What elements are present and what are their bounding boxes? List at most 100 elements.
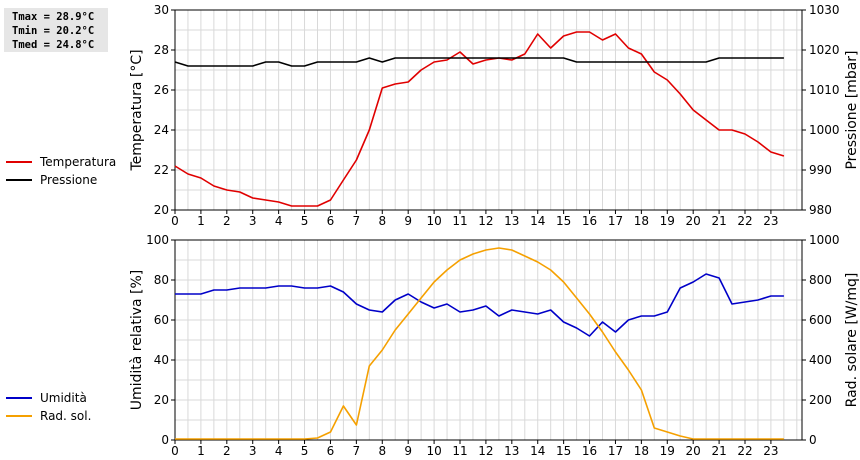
chart1-series-temperatura bbox=[174, 31, 785, 207]
chart1-ytick-right-label: 1030 bbox=[809, 3, 840, 17]
chart1-series-pressione bbox=[174, 57, 784, 67]
legend-item-pressione: Pressione bbox=[6, 171, 116, 189]
chart2-ytick-right-label: 1000 bbox=[809, 233, 840, 247]
chart1-xtick-label: 15 bbox=[556, 214, 571, 228]
chart1-xtick-label: 0 bbox=[171, 214, 179, 228]
chart2-ytick-right-label: 200 bbox=[809, 393, 832, 407]
chart2-xtick-label: 18 bbox=[634, 444, 649, 458]
chart2-xtick-label: 20 bbox=[686, 444, 701, 458]
chart2-xtick-label: 0 bbox=[171, 444, 179, 458]
chart2-ylabel-right: Rad. solare [W/mq] bbox=[844, 273, 860, 408]
chart1-xtick-label: 16 bbox=[582, 214, 597, 228]
chart1-ytick-left-label: 24 bbox=[154, 123, 169, 137]
legend-swatch-umidita bbox=[6, 397, 32, 399]
chart2-xtick-label: 11 bbox=[452, 444, 467, 458]
chart1-xtick-label: 23 bbox=[763, 214, 778, 228]
chart2-ytick-right-label: 0 bbox=[809, 433, 817, 447]
chart2-xtick-label: 19 bbox=[660, 444, 675, 458]
chart2-xtick-label: 7 bbox=[353, 444, 361, 458]
chart1-ytick-right-label: 980 bbox=[809, 203, 832, 217]
legend-item-umidita: Umidità bbox=[6, 389, 91, 407]
legend-swatch-pressione bbox=[6, 179, 32, 181]
chart2-series-umidit bbox=[175, 273, 784, 337]
chart2-ytick-left-label: 0 bbox=[161, 433, 169, 447]
chart2-xtick-label: 8 bbox=[378, 444, 386, 458]
chart1-xtick-label: 10 bbox=[426, 214, 441, 228]
chart1-ytick-right-label: 1020 bbox=[809, 43, 840, 57]
stats-tmed: Tmed = 24.8°C bbox=[12, 39, 95, 51]
legend-label-umidita: Umidità bbox=[40, 391, 87, 405]
chart1-xtick-label: 9 bbox=[404, 214, 412, 228]
chart1-xtick-label: 6 bbox=[327, 214, 335, 228]
chart2-xtick-label: 9 bbox=[404, 444, 412, 458]
chart2-ytick-left-label: 60 bbox=[154, 313, 169, 327]
chart2-ytick-left-label: 20 bbox=[154, 393, 169, 407]
chart2-xtick-label: 17 bbox=[608, 444, 623, 458]
chart2-xtick-label: 21 bbox=[711, 444, 726, 458]
chart2-xtick-label: 2 bbox=[223, 444, 231, 458]
chart2-xtick-label: 6 bbox=[327, 444, 335, 458]
chart2-ytick-right-label: 800 bbox=[809, 273, 832, 287]
legend-item-radsol: Rad. sol. bbox=[6, 407, 91, 425]
stats-box: Tmax = 28.9°C Tmin = 20.2°C Tmed = 24.8°… bbox=[4, 8, 108, 52]
chart1-ytick-right-label: 1010 bbox=[809, 83, 840, 97]
chart2-xtick-label: 13 bbox=[504, 444, 519, 458]
legend-swatch-temperatura bbox=[6, 161, 32, 163]
legend-swatch-radsol bbox=[6, 415, 32, 417]
chart2-xtick-label: 22 bbox=[737, 444, 752, 458]
chart2-xtick-label: 16 bbox=[582, 444, 597, 458]
legend-label-pressione: Pressione bbox=[40, 173, 98, 187]
stats-tmax: Tmax = 28.9°C bbox=[12, 11, 95, 23]
chart1-xtick-label: 20 bbox=[686, 214, 701, 228]
chart1-xtick-label: 11 bbox=[452, 214, 467, 228]
chart1-xtick-label: 18 bbox=[634, 214, 649, 228]
chart1-xtick-label: 22 bbox=[737, 214, 752, 228]
legend-label-radsol: Rad. sol. bbox=[40, 409, 92, 423]
chart1-xtick-label: 1 bbox=[197, 214, 205, 228]
chart1-ylabel-left: Temperatura [°C] bbox=[129, 49, 145, 171]
chart2-xtick-label: 12 bbox=[478, 444, 493, 458]
chart1-ytick-right-label: 990 bbox=[809, 163, 832, 177]
chart2-ytick-right-label: 400 bbox=[809, 353, 832, 367]
chart1-xtick-label: 2 bbox=[223, 214, 231, 228]
chart1-ytick-left-label: 20 bbox=[154, 203, 169, 217]
chart2-ytick-right-label: 600 bbox=[809, 313, 832, 327]
chart1-xtick-label: 21 bbox=[711, 214, 726, 228]
chart1-ytick-left-label: 26 bbox=[154, 83, 169, 97]
stats-tmin: Tmin = 20.2°C bbox=[12, 25, 95, 37]
chart2-xtick-label: 4 bbox=[275, 444, 283, 458]
chart1-ytick-left-label: 28 bbox=[154, 43, 169, 57]
chart1-xtick-label: 19 bbox=[660, 214, 675, 228]
chart1-frame bbox=[174, 9, 803, 211]
chart2-xtick-label: 23 bbox=[763, 444, 778, 458]
chart1-xtick-label: 7 bbox=[353, 214, 361, 228]
chart2-xtick-label: 15 bbox=[556, 444, 571, 458]
chart2-xtick-label: 14 bbox=[530, 444, 545, 458]
chart1-ylabel-right: Pressione [mbar] bbox=[844, 50, 860, 169]
chart2-ylabel-left: Umidità relativa [%] bbox=[129, 270, 145, 411]
chart2-xtick-label: 10 bbox=[426, 444, 441, 458]
legend-item-temperatura: Temperatura bbox=[6, 153, 116, 171]
chart1-xtick-label: 4 bbox=[275, 214, 283, 228]
chart2-xtick-label: 1 bbox=[197, 444, 205, 458]
chart1-xtick-label: 13 bbox=[504, 214, 519, 228]
chart2-frame bbox=[174, 239, 803, 441]
chart1-ytick-left-label: 30 bbox=[154, 3, 169, 17]
legend-label-temperatura: Temperatura bbox=[40, 155, 117, 169]
chart1-xtick-label: 8 bbox=[378, 214, 386, 228]
chart1-xtick-label: 12 bbox=[478, 214, 493, 228]
chart1-xtick-label: 14 bbox=[530, 214, 545, 228]
legend-top: Temperatura Pressione bbox=[6, 153, 116, 189]
chart2-ytick-left-label: 80 bbox=[154, 273, 169, 287]
chart1-ytick-left-label: 22 bbox=[154, 163, 169, 177]
chart1-xtick-label: 17 bbox=[608, 214, 623, 228]
chart2-xtick-label: 5 bbox=[301, 444, 309, 458]
chart2-ytick-left-label: 40 bbox=[154, 353, 169, 367]
chart1-xtick-label: 5 bbox=[301, 214, 309, 228]
legend-bottom: Umidità Rad. sol. bbox=[6, 389, 91, 425]
chart2-ytick-left-label: 100 bbox=[146, 233, 169, 247]
chart2-xtick-label: 3 bbox=[249, 444, 257, 458]
chart1-xtick-label: 3 bbox=[249, 214, 257, 228]
chart1-ytick-right-label: 1000 bbox=[809, 123, 840, 137]
